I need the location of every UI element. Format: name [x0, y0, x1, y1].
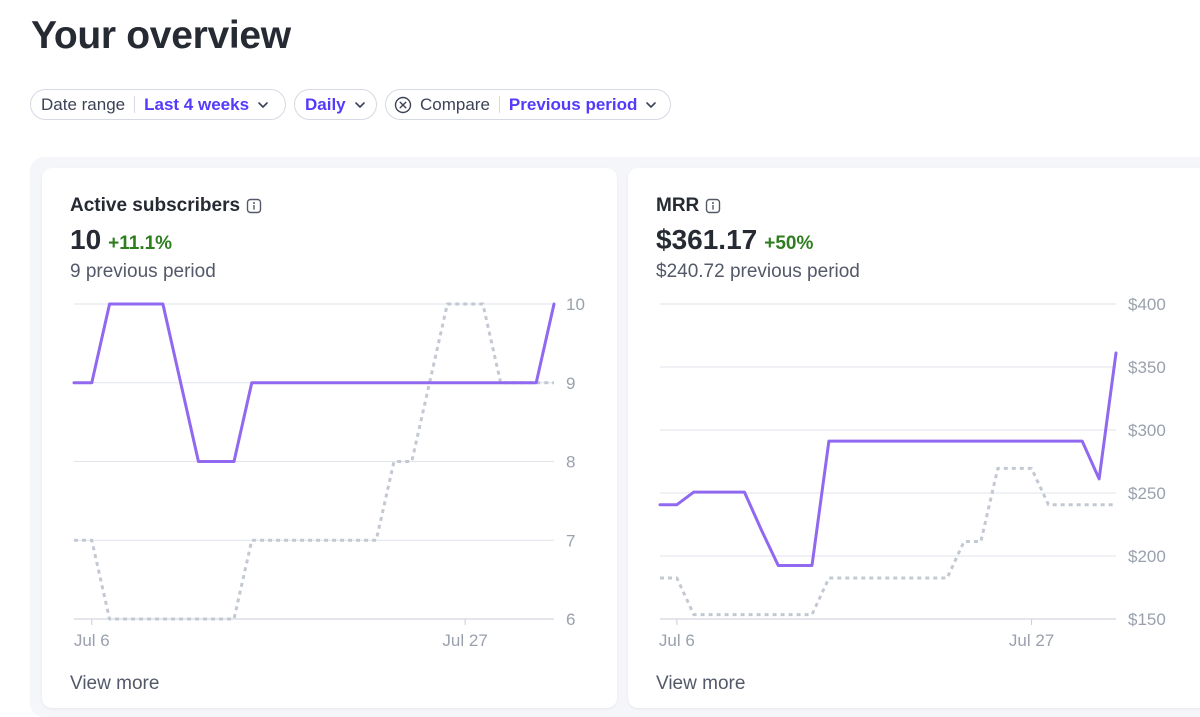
card-title: Active subscribers [70, 195, 262, 217]
current-period-line [658, 351, 1118, 567]
previous-period-line [660, 466, 1116, 617]
y-tick-label: 7 [566, 531, 575, 550]
metric-value: 10 +11.1% [70, 224, 172, 256]
pill-divider [498, 96, 500, 113]
card-title-text: MRR [656, 195, 700, 216]
x-tick-label: Jul 27 [442, 631, 487, 650]
interval-filter[interactable]: Daily [294, 89, 377, 120]
active-subscribers-card: Active subscribers 10 +11.1% 9 previous … [42, 168, 617, 708]
chevron-down-icon [354, 101, 365, 108]
y-tick-label: $200 [1128, 547, 1166, 566]
page-title: Your overview [31, 14, 291, 57]
mrr-chart: $400 $350 $300 $250 $200 $150 Jul 6 Jul 27 [658, 295, 1166, 650]
y-tick-label: 9 [566, 374, 575, 393]
chevron-down-icon [646, 101, 657, 108]
compare-filter[interactable]: Compare Previous period [385, 89, 671, 120]
metric-value: $361.17 +50% [656, 224, 813, 256]
active-subscribers-chart: 10 9 8 7 6 Jul 6 Jul 27 [72, 295, 585, 650]
clear-compare-icon[interactable] [394, 96, 412, 114]
metric-number: 10 [70, 224, 102, 255]
y-tick-label: $350 [1128, 358, 1166, 377]
y-tick-label: 10 [566, 295, 585, 314]
y-tick-label: $400 [1128, 295, 1166, 314]
metric-number: $361.17 [656, 224, 758, 255]
info-icon[interactable] [246, 198, 262, 214]
compare-value: Previous period [508, 94, 638, 114]
view-more-link[interactable]: View more [70, 673, 160, 694]
date-range-filter[interactable]: Date range Last 4 weeks [30, 89, 286, 120]
card-title: MRR [656, 195, 721, 217]
date-range-label: Date range [41, 94, 126, 114]
chevron-down-icon [258, 101, 268, 108]
y-tick-label: $150 [1128, 610, 1166, 629]
x-tick-label: Jul 6 [74, 631, 110, 650]
previous-period-value: 9 previous period [70, 261, 216, 282]
compare-label: Compare [420, 94, 490, 114]
pill-divider [134, 96, 136, 113]
y-tick-label: 6 [566, 610, 575, 629]
previous-period-value: $240.72 previous period [656, 261, 860, 282]
info-icon[interactable] [705, 198, 721, 214]
metric-change: +11.1% [108, 233, 173, 254]
x-tick-label: Jul 6 [659, 631, 695, 650]
card-title-text: Active subscribers [70, 195, 241, 216]
x-tick-label: Jul 27 [1009, 631, 1054, 650]
current-period-line [72, 302, 556, 463]
metric-change: +50% [764, 233, 814, 254]
y-tick-label: $300 [1128, 421, 1166, 440]
y-tick-label: 8 [566, 453, 575, 472]
view-more-link[interactable]: View more [656, 673, 746, 694]
y-tick-label: $250 [1128, 484, 1166, 503]
mrr-card: MRR $361.17 +50% $240.72 previous period… [628, 168, 1200, 708]
interval-value: Daily [305, 94, 346, 114]
previous-period-line [74, 302, 554, 621]
date-range-value: Last 4 weeks [144, 94, 250, 114]
